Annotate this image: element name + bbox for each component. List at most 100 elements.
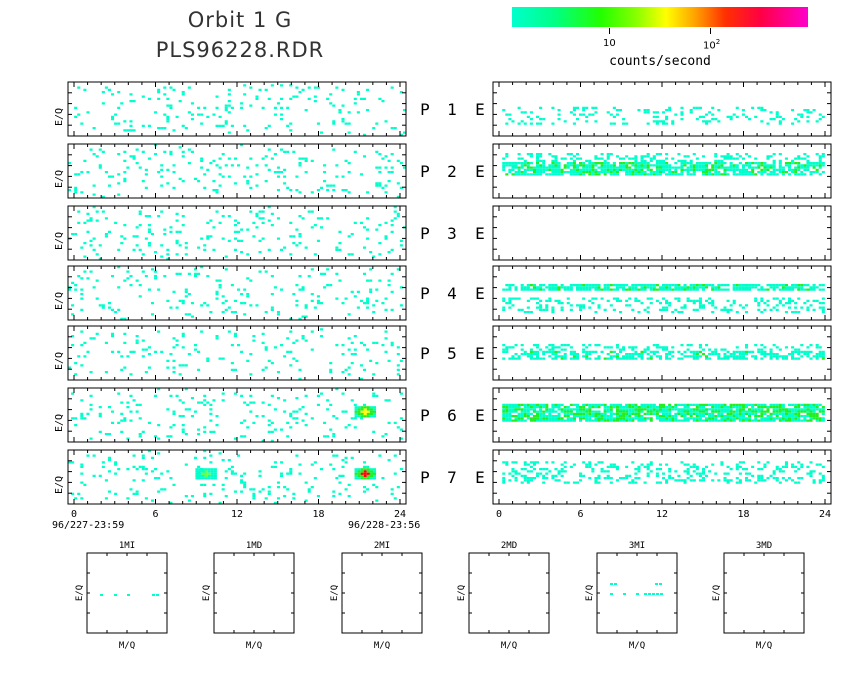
heatmap-cell <box>591 302 595 305</box>
heatmap-cell <box>732 350 736 353</box>
heatmap-cell <box>517 157 521 160</box>
heatmap-cell <box>717 479 721 482</box>
heatmap-cell <box>566 162 570 165</box>
heatmap-cell <box>372 468 377 471</box>
heatmap-cell <box>686 470 690 473</box>
heatmap-cell <box>157 388 161 391</box>
heatmap-cell <box>505 463 509 466</box>
heatmap-cell <box>387 171 391 174</box>
heatmap-cell <box>206 115 210 118</box>
heatmap-cell <box>554 355 558 358</box>
heatmap-cell <box>618 357 623 360</box>
heatmap-cell <box>683 408 687 411</box>
heatmap-cell <box>344 456 348 459</box>
heatmap-cell <box>784 410 788 413</box>
heatmap-cell <box>705 344 709 347</box>
heatmap-cell <box>640 166 644 169</box>
heatmap-cell <box>775 113 779 116</box>
heatmap-cell <box>692 470 696 473</box>
heatmap-cell <box>289 426 293 429</box>
heatmap-cell <box>652 111 656 114</box>
heatmap-cell <box>221 175 225 178</box>
heatmap-cell <box>313 253 317 256</box>
heatmap-cell <box>359 377 363 380</box>
heatmap-cell <box>680 353 684 356</box>
heatmap-cell <box>631 357 635 360</box>
heatmap-cell <box>579 288 583 291</box>
heatmap-cell <box>98 430 102 433</box>
heatmap-cell <box>123 150 127 153</box>
heatmap-cell <box>760 410 764 413</box>
heatmap-cell <box>399 91 403 94</box>
heatmap-cell <box>197 401 201 404</box>
heatmap-cell <box>359 221 363 224</box>
heatmap-cell <box>791 284 795 287</box>
heatmap-cell <box>319 392 324 395</box>
heatmap-cell <box>249 394 253 397</box>
heatmap-cell <box>692 164 696 167</box>
heatmap-cell <box>169 106 173 109</box>
heatmap-cell <box>735 417 739 420</box>
heatmap-cell <box>218 284 222 287</box>
heatmap-cell <box>511 168 515 171</box>
heatmap-cell <box>751 350 755 353</box>
heatmap-cell <box>157 215 161 218</box>
heatmap-cell <box>628 286 632 289</box>
heatmap-cell <box>258 490 262 493</box>
heatmap-cell <box>692 299 696 302</box>
heatmap-cell <box>195 474 199 478</box>
heatmap-cell <box>689 415 693 418</box>
heatmap-cell <box>705 410 709 413</box>
heatmap-cell <box>603 168 607 171</box>
heatmap-cell <box>80 412 84 415</box>
heatmap-cell <box>612 463 616 466</box>
heatmap-cell <box>692 106 696 109</box>
heatmap-cell <box>720 173 724 176</box>
heatmap-cell <box>390 488 394 491</box>
heatmap-cell <box>720 415 724 418</box>
heatmap-cell <box>582 173 586 176</box>
heatmap-cell <box>794 168 798 171</box>
heatmap-cell <box>794 311 798 314</box>
heatmap-cell <box>695 353 699 356</box>
heatmap-cell <box>132 100 136 103</box>
mass-panel-title: 1MI <box>119 541 135 551</box>
heatmap-cell <box>582 348 586 351</box>
heatmap-cell <box>631 171 635 174</box>
heatmap-cell <box>230 124 234 127</box>
heatmap-cell <box>326 408 330 411</box>
heatmap-cell <box>794 348 798 351</box>
heatmap-cell <box>760 415 764 418</box>
heatmap-cell <box>396 159 400 162</box>
heatmap-cell <box>714 159 718 162</box>
heatmap-cell <box>689 159 693 162</box>
heatmap-cell <box>646 346 650 349</box>
heatmap-cell <box>375 499 379 502</box>
heatmap-cell <box>711 410 715 413</box>
heatmap-cell <box>658 173 662 176</box>
heatmap-cell <box>637 171 641 174</box>
heatmap-cell <box>117 468 121 471</box>
heatmap-cell <box>264 311 268 314</box>
heatmap-cell <box>701 470 706 473</box>
heatmap-cell <box>658 168 662 171</box>
heatmap-cell <box>662 166 666 169</box>
heatmap-cell <box>197 180 201 183</box>
heatmap-cell <box>532 171 537 174</box>
heatmap-cell <box>603 173 607 176</box>
heatmap-cell <box>766 122 770 125</box>
heatmap-cell <box>335 477 339 480</box>
heatmap-cell <box>276 166 281 169</box>
heatmap-cell <box>717 415 721 418</box>
heatmap-cell <box>582 171 586 174</box>
heatmap-cell <box>350 290 354 293</box>
heatmap-cell <box>323 421 327 424</box>
heatmap-cell <box>585 415 589 418</box>
heatmap-cell <box>523 461 527 464</box>
heatmap-cell <box>227 330 231 333</box>
heatmap-cell <box>350 362 354 365</box>
heatmap-cell <box>147 97 151 100</box>
heatmap-cell <box>588 168 592 171</box>
heatmap-cell <box>591 173 595 176</box>
heatmap-cell <box>542 159 546 162</box>
